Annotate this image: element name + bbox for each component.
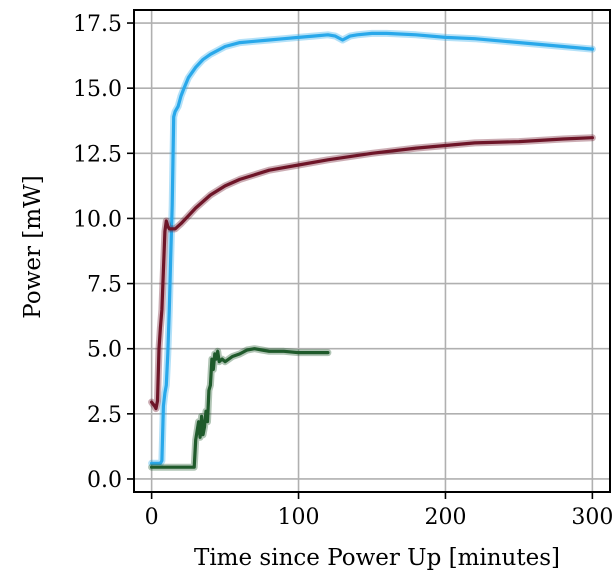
series-0-noise-band bbox=[148, 29, 596, 467]
series-0-line bbox=[150, 31, 595, 465]
y-tick-label: 12.5 bbox=[73, 142, 122, 167]
series-group bbox=[148, 29, 596, 471]
x-tick-label: 0 bbox=[145, 505, 159, 530]
y-tick-label: 10.0 bbox=[73, 207, 122, 232]
grid bbox=[134, 10, 610, 492]
y-tick-label: 0.0 bbox=[87, 468, 122, 493]
x-tick-label: 200 bbox=[424, 505, 466, 530]
x-axis-label: Time since Power Up [minutes] bbox=[194, 545, 560, 571]
series-2-noise-band bbox=[148, 345, 332, 471]
y-tick-label: 5.0 bbox=[87, 338, 122, 363]
y-tick-label: 17.5 bbox=[73, 12, 122, 37]
series-1-noise-band bbox=[148, 134, 596, 413]
y-tick-label: 2.5 bbox=[87, 403, 122, 428]
x-tick-label: 100 bbox=[278, 505, 320, 530]
series-1-line bbox=[150, 136, 595, 411]
y-tick-label: 7.5 bbox=[87, 273, 122, 298]
x-tick-label: 300 bbox=[571, 505, 613, 530]
y-axis-label: Power [mW] bbox=[20, 175, 46, 318]
y-tick-label: 15.0 bbox=[73, 77, 122, 102]
plot-frame bbox=[133, 9, 611, 493]
series-2-line bbox=[150, 347, 330, 469]
ticks: 0 100 200 300 0.0 2.5 5.0 7.5 10.0 12.5 15.0 17.5 bbox=[73, 12, 613, 530]
